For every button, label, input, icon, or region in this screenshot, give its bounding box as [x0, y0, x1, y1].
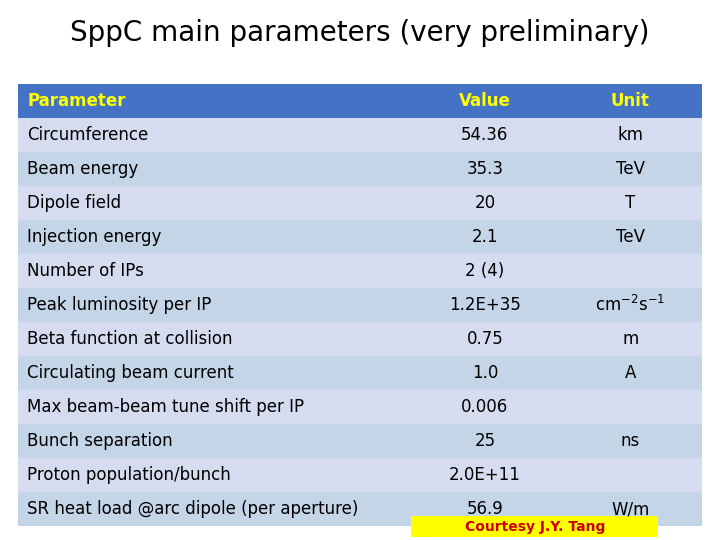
- Text: Beta function at collision: Beta function at collision: [27, 330, 233, 348]
- Bar: [18, 254, 411, 288]
- Bar: [411, 356, 558, 390]
- Bar: [18, 220, 411, 254]
- Text: 1.2E+35: 1.2E+35: [449, 296, 521, 314]
- Bar: [558, 356, 702, 390]
- Bar: [411, 220, 558, 254]
- Text: Beam energy: Beam energy: [27, 160, 139, 178]
- Text: Max beam-beam tune shift per IP: Max beam-beam tune shift per IP: [27, 399, 305, 416]
- Text: 2 (4): 2 (4): [465, 262, 505, 280]
- Text: Circulating beam current: Circulating beam current: [27, 364, 234, 382]
- Bar: [18, 118, 411, 152]
- Bar: [558, 254, 702, 288]
- Bar: [18, 322, 411, 356]
- Bar: [411, 322, 558, 356]
- Bar: [558, 84, 702, 118]
- Text: W/m: W/m: [611, 501, 649, 518]
- Bar: [411, 84, 558, 118]
- Bar: [411, 492, 558, 526]
- Text: 0.006: 0.006: [462, 399, 508, 416]
- Bar: [18, 390, 411, 424]
- Bar: [558, 424, 702, 458]
- Text: Number of IPs: Number of IPs: [27, 262, 144, 280]
- Text: SppC main parameters (very preliminary): SppC main parameters (very preliminary): [71, 19, 649, 47]
- Bar: [558, 390, 702, 424]
- Text: A: A: [624, 364, 636, 382]
- Text: Peak luminosity per IP: Peak luminosity per IP: [27, 296, 212, 314]
- Bar: [411, 458, 558, 492]
- Bar: [558, 186, 702, 220]
- Text: T: T: [625, 194, 635, 212]
- Text: 2.0E+11: 2.0E+11: [449, 467, 521, 484]
- Bar: [18, 356, 411, 390]
- Text: ns: ns: [621, 433, 640, 450]
- Bar: [411, 186, 558, 220]
- Text: Unit: Unit: [611, 92, 649, 110]
- Bar: [411, 390, 558, 424]
- Text: Parameter: Parameter: [27, 92, 126, 110]
- Bar: [558, 322, 702, 356]
- Text: Dipole field: Dipole field: [27, 194, 122, 212]
- Text: 56.9: 56.9: [467, 501, 503, 518]
- Text: cm$^{-2}$s$^{-1}$: cm$^{-2}$s$^{-1}$: [595, 295, 665, 315]
- Text: TeV: TeV: [616, 160, 644, 178]
- Text: 20: 20: [474, 194, 495, 212]
- Text: 2.1: 2.1: [472, 228, 498, 246]
- Text: 25: 25: [474, 433, 495, 450]
- Bar: [18, 424, 411, 458]
- Text: 35.3: 35.3: [467, 160, 503, 178]
- Bar: [411, 254, 558, 288]
- Text: 0.75: 0.75: [467, 330, 503, 348]
- Text: m: m: [622, 330, 639, 348]
- Text: Value: Value: [459, 92, 510, 110]
- Bar: [18, 458, 411, 492]
- Bar: [558, 458, 702, 492]
- Bar: [18, 84, 411, 118]
- Bar: [411, 152, 558, 186]
- Bar: [411, 516, 658, 537]
- Text: Circumference: Circumference: [27, 126, 148, 144]
- Bar: [558, 220, 702, 254]
- Text: Injection energy: Injection energy: [27, 228, 162, 246]
- Text: Courtesy J.Y. Tang: Courtesy J.Y. Tang: [464, 519, 605, 534]
- Text: Proton population/bunch: Proton population/bunch: [27, 467, 231, 484]
- Bar: [558, 492, 702, 526]
- Bar: [558, 118, 702, 152]
- Bar: [411, 424, 558, 458]
- Text: 54.36: 54.36: [461, 126, 508, 144]
- Text: SR heat load @arc dipole (per aperture): SR heat load @arc dipole (per aperture): [27, 501, 359, 518]
- Text: km: km: [617, 126, 643, 144]
- Bar: [558, 288, 702, 322]
- Bar: [411, 118, 558, 152]
- Bar: [18, 492, 411, 526]
- Bar: [18, 288, 411, 322]
- Text: 1.0: 1.0: [472, 364, 498, 382]
- Bar: [411, 288, 558, 322]
- Bar: [18, 152, 411, 186]
- Bar: [558, 152, 702, 186]
- Text: TeV: TeV: [616, 228, 644, 246]
- Bar: [18, 186, 411, 220]
- Text: Bunch separation: Bunch separation: [27, 433, 173, 450]
